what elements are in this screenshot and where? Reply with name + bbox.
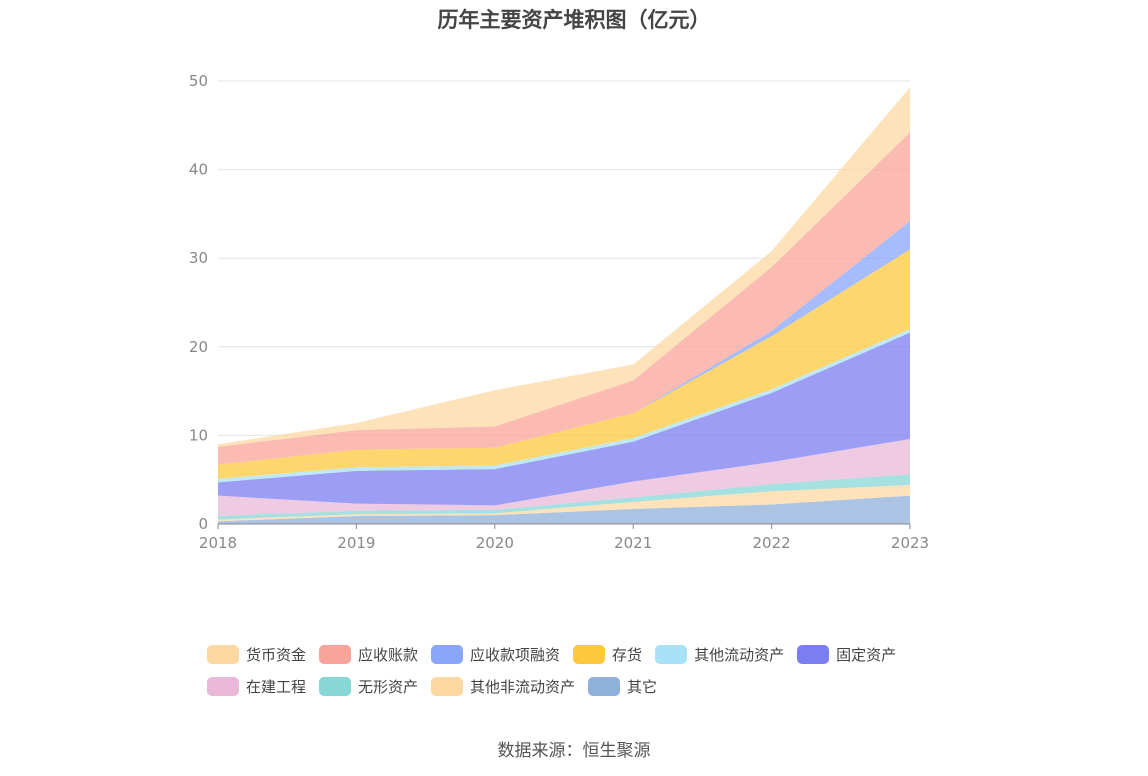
legend-swatch [573, 644, 606, 664]
x-tick-label-2019: 2019 [337, 534, 375, 552]
legend-swatch [431, 644, 464, 664]
legend-item[interactable]: 固定资产 [797, 644, 896, 665]
legend-swatch [431, 676, 464, 696]
y-tick-label-40: 40 [189, 161, 208, 179]
stacked-area-chart: 0 10 20 30 40 50 2018 2019 2020 2021 2022 2023 [189, 72, 929, 552]
x-tick-label-2021: 2021 [614, 534, 652, 552]
legend-item[interactable]: 其他非流动资产 [431, 676, 575, 697]
legend-swatch [207, 676, 239, 696]
area-series-6 [218, 249, 910, 479]
legend-label: 其他流动资产 [694, 645, 785, 664]
legend-row-0: 货币资金 应收账款 应收款项融资 存货 其他流动资产 固定资产 [207, 638, 967, 670]
y-tick-label-20: 20 [189, 338, 208, 356]
legend-row-1: 在建工程 无形资产 其他非流动资产 其它 [207, 670, 967, 702]
data-source: 数据来源：恒生聚源 [497, 741, 651, 761]
legend-swatch [797, 644, 830, 664]
legend-label: 其他非流动资产 [470, 677, 576, 696]
x-tick-label-2023: 2023 [891, 534, 929, 552]
x-tick-label-2022: 2022 [753, 534, 791, 552]
area-series-9 [218, 87, 910, 447]
x-tick-label-2018: 2018 [199, 534, 237, 552]
legend-item[interactable]: 在建工程 [207, 676, 306, 697]
legend-label: 应收账款 [358, 645, 419, 664]
legend-item[interactable]: 存货 [573, 644, 642, 665]
legend-item[interactable]: 应收款项融资 [431, 644, 560, 665]
y-tick-label-30: 30 [189, 249, 208, 267]
legend: 货币资金 应收账款 应收款项融资 存货 其他流动资产 固定资产在建工程 无形资产 其他非流动资… [207, 638, 967, 702]
area-series-8 [218, 132, 910, 465]
x-tick-label-2020: 2020 [476, 534, 514, 552]
legend-label: 其它 [627, 677, 658, 696]
legend-label: 在建工程 [246, 677, 307, 696]
legend-item[interactable]: 货币资金 [207, 644, 306, 665]
legend-swatch [319, 676, 352, 696]
legend-label: 应收款项融资 [470, 645, 561, 664]
legend-item[interactable]: 应收账款 [319, 644, 418, 665]
legend-label: 存货 [612, 645, 643, 664]
area-series-group [218, 87, 910, 524]
legend-item[interactable]: 其他流动资产 [655, 644, 784, 665]
area-series-3 [218, 438, 910, 517]
y-tick-label-0: 0 [198, 515, 208, 533]
legend-swatch [588, 676, 621, 696]
legend-label: 固定资产 [836, 645, 897, 664]
legend-item[interactable]: 无形资产 [319, 676, 418, 697]
legend-item[interactable]: 其它 [588, 676, 657, 697]
legend-swatch [207, 644, 239, 664]
legend-label: 无形资产 [358, 677, 419, 696]
legend-swatch [655, 644, 688, 664]
chart-title: 历年主要资产堆积图（亿元） [437, 8, 711, 32]
legend-label: 货币资金 [246, 645, 307, 664]
y-tick-label-10: 10 [189, 426, 208, 444]
area-series-4 [218, 332, 910, 506]
area-series-0 [218, 495, 910, 524]
y-tick-label-50: 50 [189, 72, 208, 90]
axes: 0 10 20 30 40 50 2018 2019 2020 2021 2022 2023 [189, 72, 929, 552]
area-series-1 [218, 485, 910, 522]
area-series-2 [218, 474, 910, 520]
legend-swatch [319, 644, 352, 664]
